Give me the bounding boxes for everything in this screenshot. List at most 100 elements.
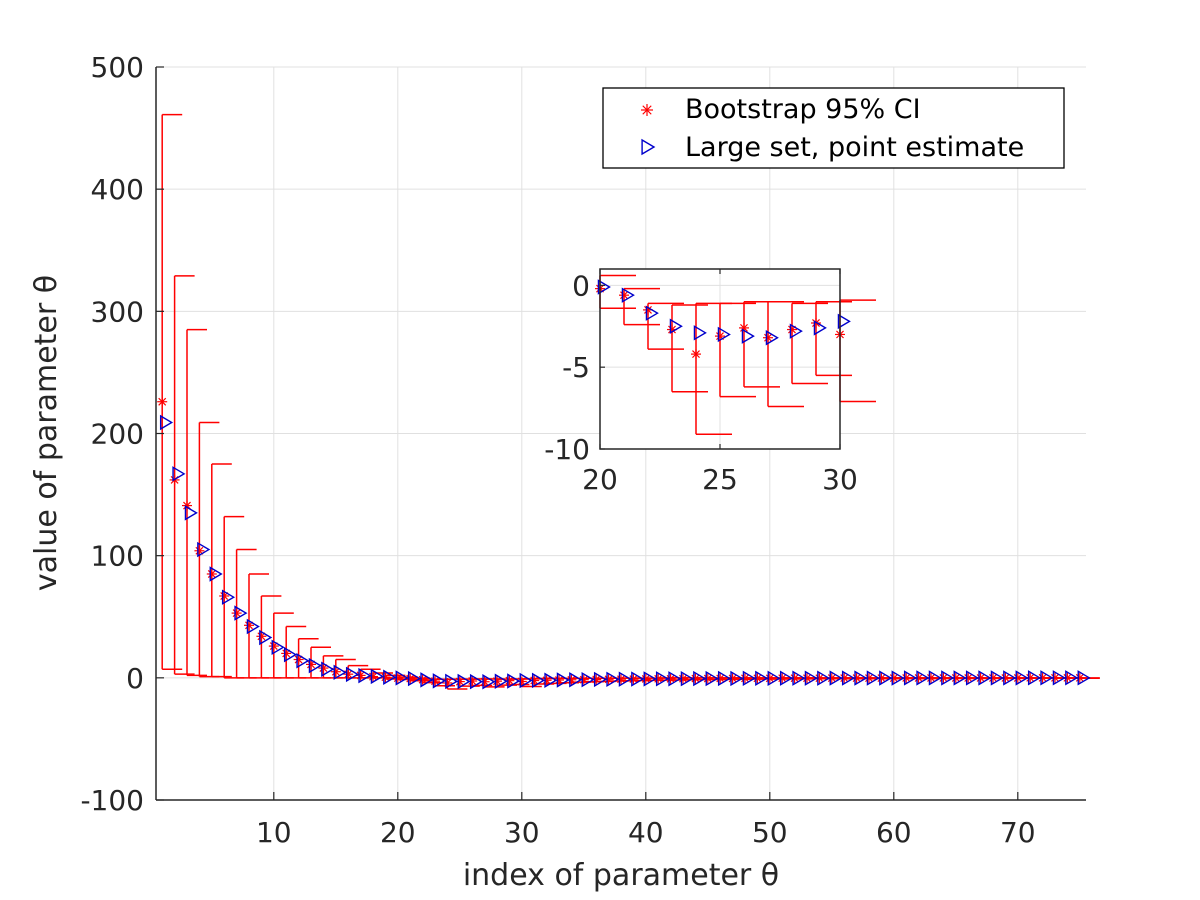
inset-x-tick-label: 30 xyxy=(822,463,858,496)
estimate-point xyxy=(544,672,558,689)
estimate-point xyxy=(494,673,508,689)
estimate-point xyxy=(668,671,682,687)
estimate-point xyxy=(643,671,657,687)
estimate-point xyxy=(705,670,719,687)
x-tick-label: 30 xyxy=(504,816,540,849)
legend-asterisk xyxy=(641,104,653,116)
estimate-point xyxy=(259,629,273,646)
inset-estimate-point xyxy=(741,328,755,344)
bootstrap-point xyxy=(157,396,168,407)
inset-estimate-point xyxy=(837,313,851,330)
estimate-point xyxy=(779,670,794,686)
estimate-point xyxy=(866,670,880,686)
estimate-point xyxy=(283,646,298,663)
estimate-point xyxy=(358,667,372,684)
estimate-point xyxy=(829,670,843,686)
inset-errorbars xyxy=(599,274,876,436)
inset-y-tick-label: -5 xyxy=(562,351,590,384)
y-tick-label: 300 xyxy=(91,295,144,328)
estimate-point xyxy=(965,670,980,686)
bootstrap-point xyxy=(678,673,688,684)
estimate-point xyxy=(593,671,608,688)
bootstrap-point xyxy=(628,674,639,685)
estimate-point xyxy=(854,670,868,686)
estimate-point xyxy=(1077,670,1091,686)
inset-y-tick-label: -10 xyxy=(544,433,590,466)
bootstrap-point xyxy=(392,673,403,684)
estimate-point xyxy=(407,670,422,687)
estimate-point xyxy=(903,670,918,686)
estimate-point xyxy=(693,670,707,687)
estimate-point xyxy=(221,589,236,605)
estimate-point xyxy=(655,671,670,687)
estimate-point xyxy=(730,670,744,687)
bootstrap-point xyxy=(913,672,924,683)
estimate-point xyxy=(928,670,942,686)
estimate-point xyxy=(432,673,446,689)
estimate-point xyxy=(717,670,732,687)
estimate-point xyxy=(234,605,248,621)
estimate-point xyxy=(246,618,260,635)
legend-asterisk-marker xyxy=(641,104,653,116)
bootstrap-point xyxy=(864,673,874,684)
estimate-point xyxy=(383,669,397,685)
y-tick-label: 200 xyxy=(91,418,144,451)
estimate-point xyxy=(519,672,533,689)
estimate-point xyxy=(395,670,409,686)
x-tick-label: 50 xyxy=(752,816,788,849)
y-tick-label: -100 xyxy=(80,784,144,817)
estimate-point xyxy=(420,672,434,688)
estimate-point xyxy=(482,674,496,690)
estimate-point xyxy=(370,668,384,685)
y-tick-label: 400 xyxy=(91,173,144,206)
estimate-point xyxy=(1065,670,1079,686)
bootstrap-point xyxy=(206,568,217,579)
bootstrap-point xyxy=(293,654,304,665)
bootstrap-point xyxy=(430,676,440,687)
inset-ticks: 20 25 30 0 -5 -10 xyxy=(544,269,858,496)
x-tick-label: 20 xyxy=(380,816,416,849)
bootstrap-point xyxy=(281,648,292,659)
estimate-point xyxy=(755,670,769,687)
bootstrap-point xyxy=(417,674,428,685)
legend-triangle xyxy=(641,138,656,156)
estimate-point xyxy=(792,670,806,686)
estimate-point xyxy=(209,566,223,582)
inset-errorbar xyxy=(815,300,852,377)
x-tick-label: 60 xyxy=(876,816,912,849)
bootstrap-point xyxy=(268,641,279,652)
estimate-point xyxy=(321,661,335,678)
estimate-point xyxy=(978,670,992,686)
estimate-point xyxy=(891,670,905,686)
estimate-point xyxy=(841,670,856,686)
bootstrap-point xyxy=(789,673,800,684)
estimate-point xyxy=(1052,670,1066,686)
estimate-point xyxy=(172,466,186,482)
estimate-point xyxy=(556,672,570,688)
estimate-point xyxy=(345,666,360,683)
bootstrap-point xyxy=(1074,672,1085,683)
inset-bootstrap-point xyxy=(643,304,653,315)
bootstrap-point xyxy=(405,673,416,684)
inset-bootstrap-point xyxy=(739,322,749,333)
inset-bootstrap-point xyxy=(619,290,629,301)
estimate-point xyxy=(507,673,521,689)
inset-estimate-point xyxy=(789,323,803,339)
bootstrap-point xyxy=(851,673,862,684)
estimate-point xyxy=(804,670,818,686)
estimate-point xyxy=(445,673,459,690)
bootstrap-point xyxy=(219,590,230,601)
y-tick-label: 100 xyxy=(91,540,144,573)
legend-label-point-estimate: Large set, point estimate xyxy=(685,132,1024,163)
legend-label-bootstrap: Bootstrap 95% CI xyxy=(685,94,921,125)
estimate-point xyxy=(159,414,174,431)
inset-errorbar xyxy=(791,302,828,385)
estimate-point xyxy=(767,670,781,687)
inset-estimate-point xyxy=(621,287,635,303)
estimate-point xyxy=(296,653,310,669)
bootstrap-point xyxy=(244,620,254,631)
bootstrap-point xyxy=(256,631,267,642)
estimate-point xyxy=(680,670,694,687)
